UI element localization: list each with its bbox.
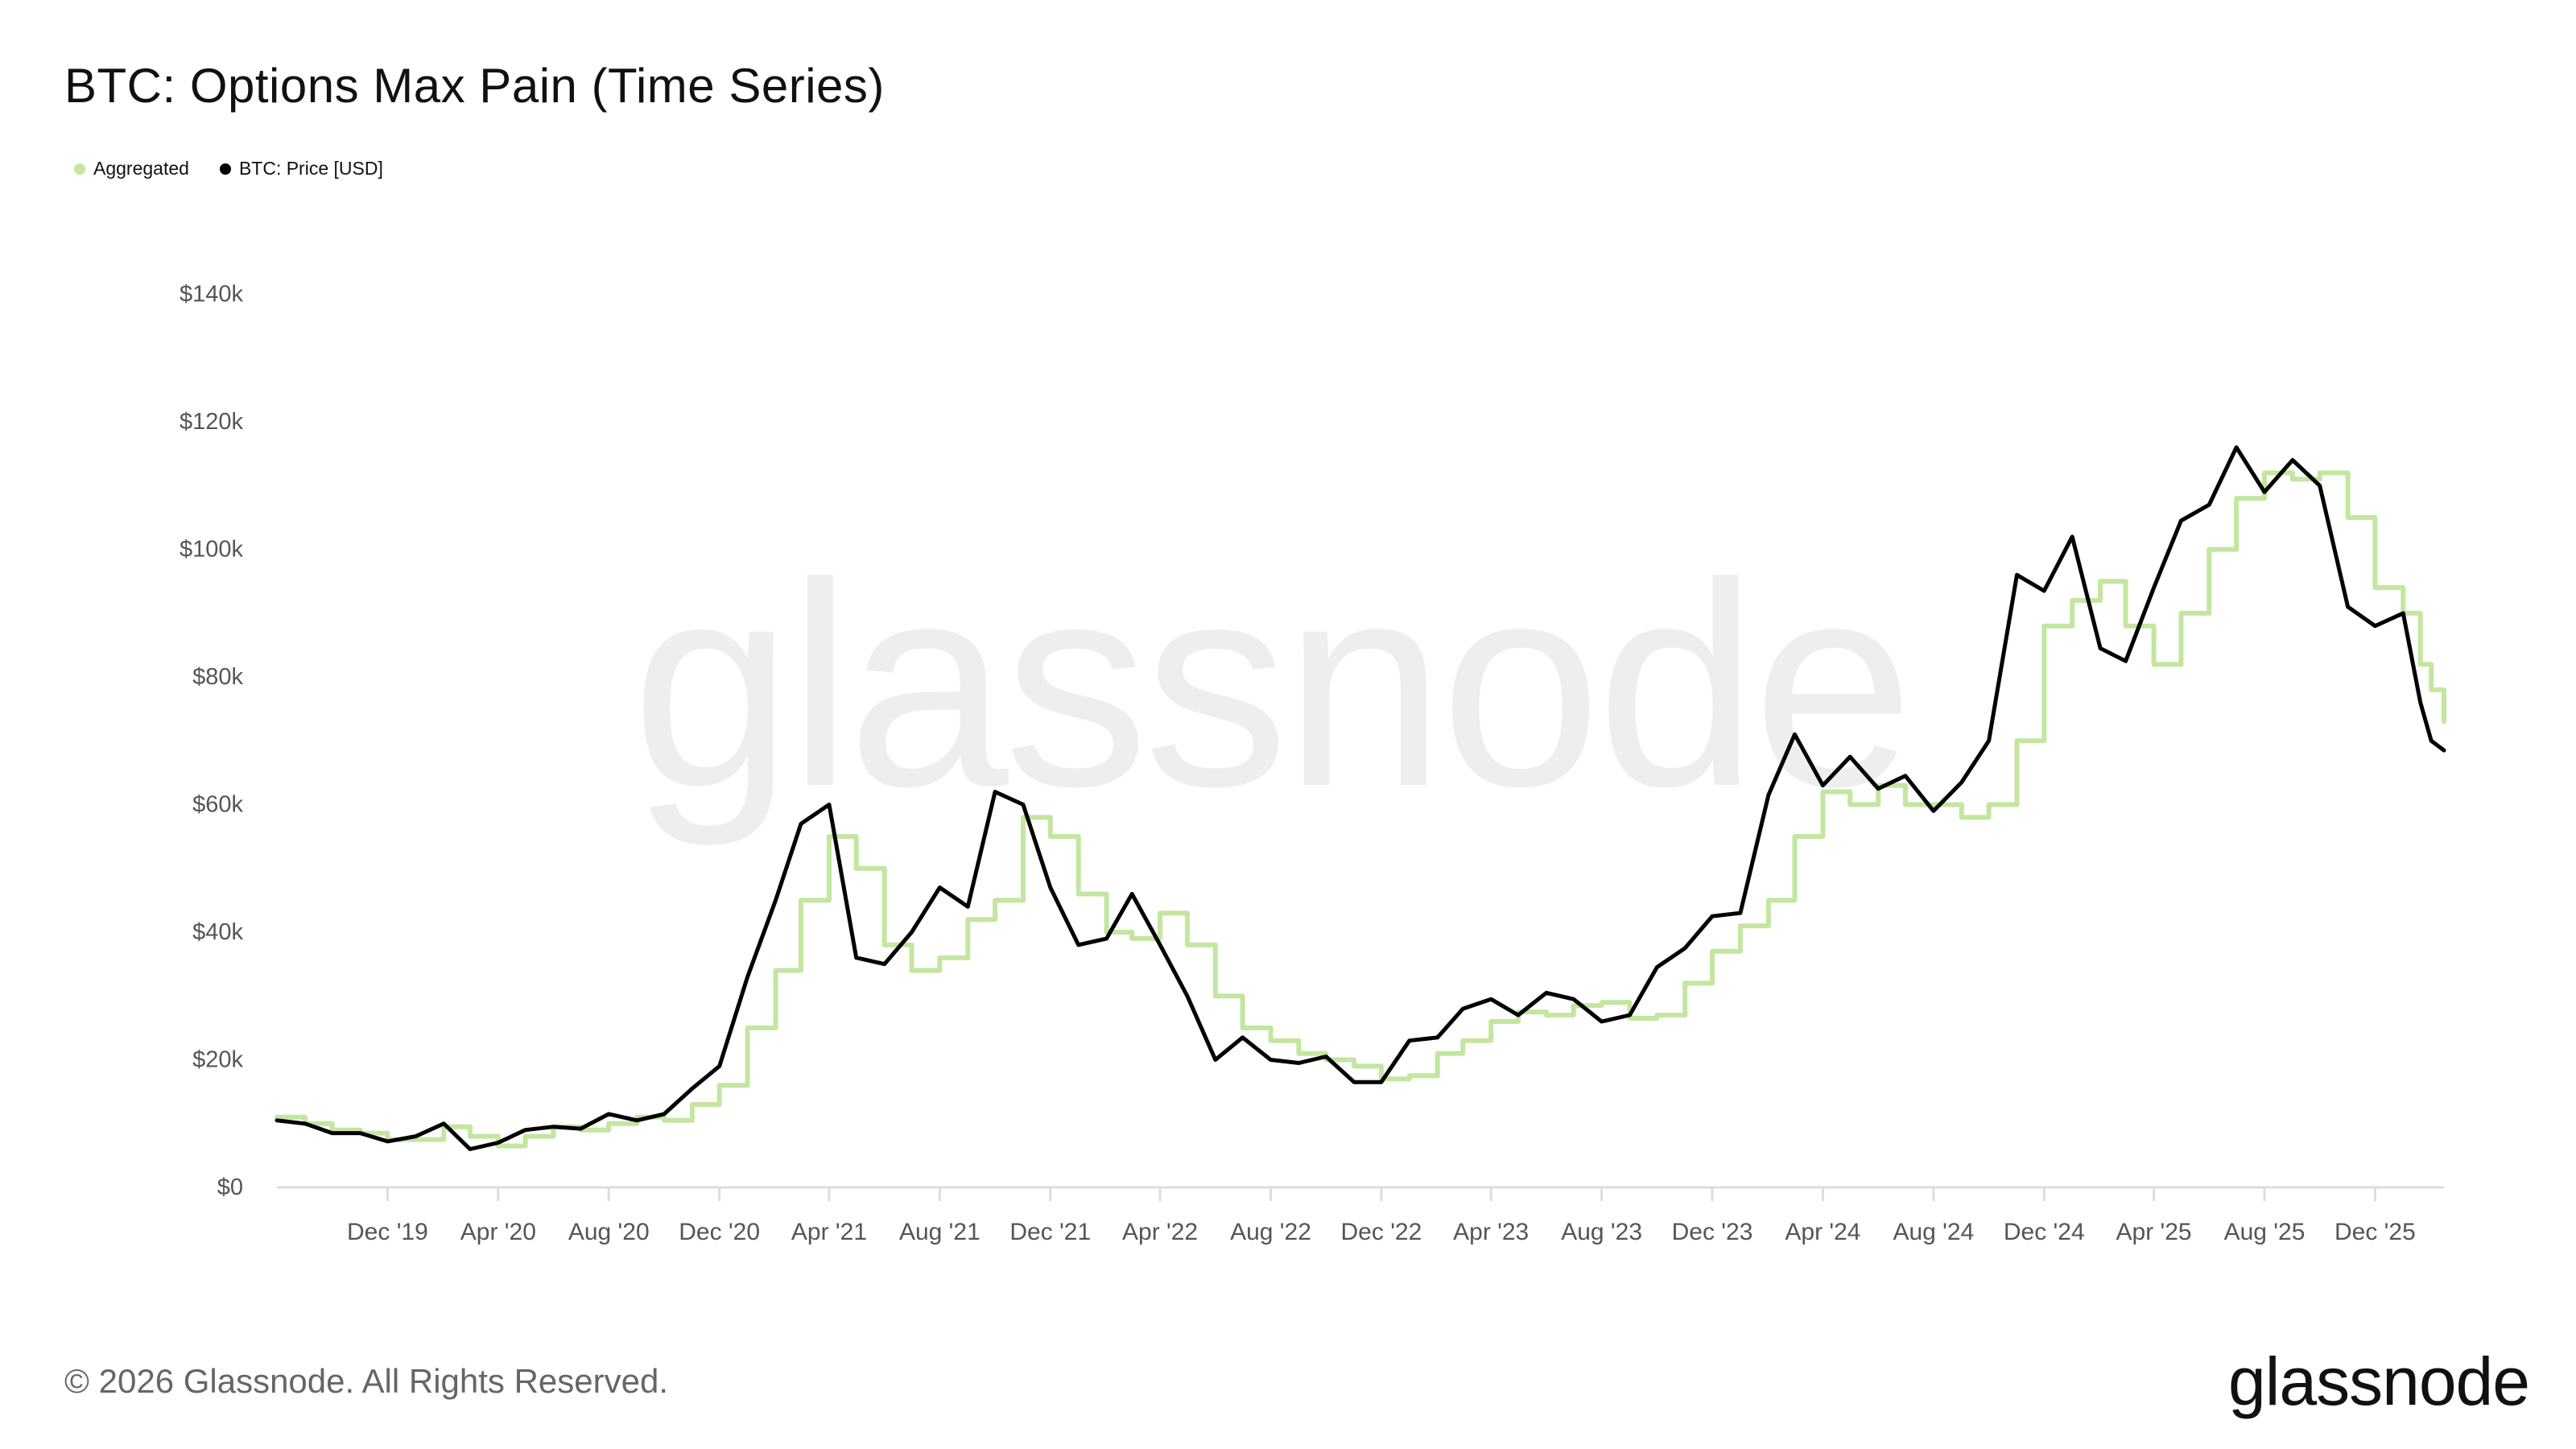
x-tick-label: Apr '25 [2116,1219,2192,1245]
x-axis: Dec '19 Apr '20 Aug '20 Dec '20 Apr '21 Aug '… [277,1186,2444,1245]
x-tick-label: Apr '23 [1453,1219,1529,1245]
series-layer [275,445,2446,1151]
x-tick-label: Apr '24 [1785,1219,1860,1245]
y-tick-label: $40k [192,919,243,945]
x-tick-label: Dec '21 [1009,1219,1091,1245]
y-tick-label: $60k [192,792,243,818]
x-tick-label: Apr '22 [1122,1219,1198,1245]
x-tick-label: Dec '25 [2334,1219,2416,1245]
series-line-btc-price [275,445,2446,1151]
legend-dot-price [219,163,231,175]
y-tick-label: $120k [180,409,244,435]
y-tick-label: $100k [180,537,244,563]
y-tick-label: $0 [217,1174,243,1200]
y-tick-label: $140k [180,282,244,308]
legend-label-aggregated: Aggregated [93,158,189,179]
x-tick-label: Aug '23 [1561,1219,1642,1245]
copyright-notice: © 2026 Glassnode. All Rights Reserved. [64,1362,669,1400]
glassnode-logo[interactable]: glassnode [2228,1344,2530,1419]
legend-item-aggregated[interactable]: Aggregated [74,158,189,180]
y-tick-label: $80k [192,664,243,690]
x-tick-label: Aug '24 [1893,1219,1974,1245]
x-tick-label: Aug '22 [1230,1219,1311,1245]
x-tick-label: Aug '20 [568,1219,650,1245]
x-tick-label: Apr '20 [460,1219,536,1245]
chart-legend: Aggregated BTC: Price [USD] [74,158,414,180]
legend-label-price: BTC: Price [USD] [238,158,383,179]
legend-item-price[interactable]: BTC: Price [USD] [219,158,383,180]
y-axis: $0 $20k $40k $60k $80k $100k $120k $140k [180,282,244,1201]
y-tick-label: $20k [192,1047,243,1073]
x-tick-label: Apr '21 [791,1219,867,1245]
x-tick-label: Dec '22 [1341,1219,1422,1245]
x-tick-label: Aug '21 [899,1219,980,1245]
x-tick-label: Aug '25 [2224,1219,2306,1245]
x-tick-label: Dec '23 [1672,1219,1753,1245]
x-tick-label: Dec '24 [2004,1219,2085,1245]
watermark: glassnode [631,523,1909,848]
x-tick-label: Dec '19 [347,1219,428,1245]
chart-title: BTC: Options Max Pain (Time Series) [64,59,885,113]
legend-dot-aggregated [74,163,85,175]
x-tick-label: Dec '20 [679,1219,760,1245]
